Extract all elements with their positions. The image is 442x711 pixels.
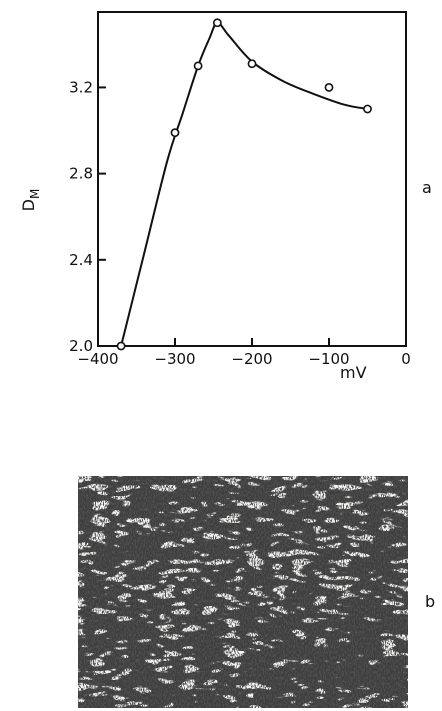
data-point bbox=[324, 83, 334, 92]
curve-layer bbox=[120, 21, 368, 347]
x-tick-label: −300 bbox=[154, 350, 195, 368]
data-point bbox=[193, 61, 203, 71]
x-tick-label: −200 bbox=[231, 350, 272, 368]
data-point bbox=[116, 341, 126, 351]
micrograph-image bbox=[78, 476, 408, 708]
data-point bbox=[170, 128, 180, 138]
panel-label-b: b bbox=[425, 592, 435, 611]
points-layer bbox=[116, 18, 372, 351]
x-axis-label: mV bbox=[340, 363, 367, 382]
y-axis-label-main: D bbox=[19, 199, 38, 211]
panel-label-a: a bbox=[422, 178, 432, 197]
y-tick-label: 2.0 bbox=[69, 337, 93, 355]
y-axis-label-subscript: M bbox=[28, 189, 42, 199]
data-point bbox=[212, 18, 222, 28]
y-tick-label: 2.4 bbox=[69, 251, 93, 269]
x-tick-label: −400 bbox=[77, 350, 118, 368]
data-point bbox=[363, 104, 372, 114]
y-axis-label: DM bbox=[19, 189, 42, 212]
y-tick-label: 2.8 bbox=[69, 165, 93, 183]
data-point bbox=[247, 59, 257, 69]
ticks-layer: −400 −300 −200 −100 0 2.0 2.4 2.8 3.2 bbox=[69, 78, 411, 368]
y-tick-label: 3.2 bbox=[69, 78, 93, 96]
x-tick-label: −100 bbox=[308, 350, 349, 368]
x-tick-label: 0 bbox=[401, 350, 411, 368]
fit-curve bbox=[120, 21, 368, 347]
